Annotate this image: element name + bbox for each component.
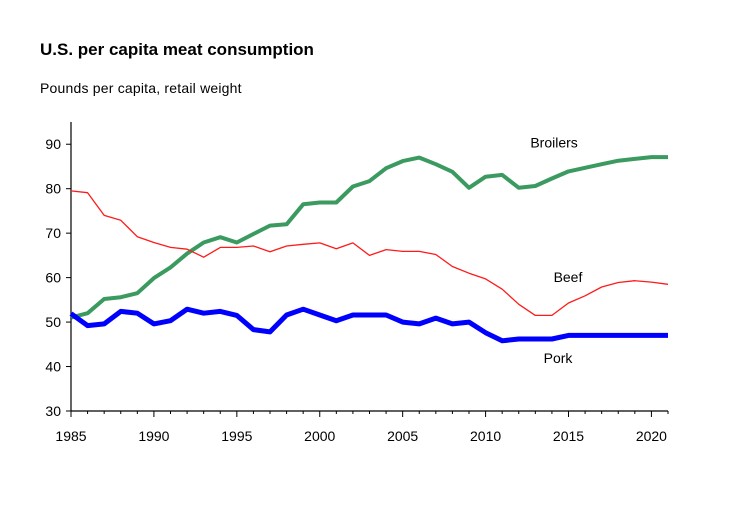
x-tick-label: 2010 (470, 428, 501, 444)
y-tick-label: 40 (45, 359, 61, 375)
y-tick-label: 30 (45, 403, 61, 419)
x-tick-label: 2005 (387, 428, 418, 444)
chart-series-labels: Broilers Beef Pork (530, 134, 582, 366)
y-tick-label: 50 (45, 314, 61, 330)
chart-title: U.S. per capita meat consumption (40, 40, 314, 59)
chart-series (69, 155, 669, 344)
x-tick-label: 2020 (636, 428, 667, 444)
series-line-broilers (70, 155, 668, 320)
x-tick-label: 1985 (55, 428, 86, 444)
x-tick-label: 1995 (221, 428, 252, 444)
x-tick-label: 1990 (138, 428, 169, 444)
y-tick-label: 70 (45, 225, 61, 241)
series-label-beef: Beef (554, 269, 583, 285)
chart-subtitle: Pounds per capita, retail weight (40, 80, 242, 96)
y-tick-label: 60 (45, 270, 61, 286)
y-tick-label: 80 (45, 181, 61, 197)
series-label-pork: Pork (544, 350, 574, 366)
series-line-beef (70, 190, 669, 317)
x-tick-label: 2000 (304, 428, 335, 444)
y-tick-label: 90 (45, 136, 61, 152)
chart-axes: 30 40 50 60 70 80 90 1985 1990 1995 2000 2005 2010 20… (45, 122, 669, 444)
x-tick-label: 2015 (553, 428, 584, 444)
series-label-broilers: Broilers (530, 134, 577, 150)
series-line-pork (69, 306, 668, 344)
